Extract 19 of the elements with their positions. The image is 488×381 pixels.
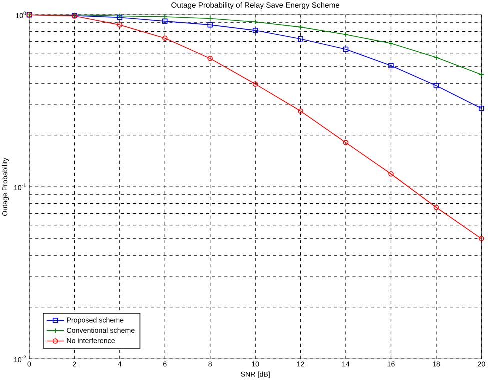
point <box>434 83 440 89</box>
point <box>162 14 168 20</box>
point <box>162 36 168 42</box>
point <box>388 172 394 177</box>
point <box>343 46 349 52</box>
point <box>208 22 213 28</box>
point <box>162 18 168 24</box>
point <box>434 55 440 60</box>
point <box>252 82 258 88</box>
point <box>252 28 258 34</box>
point <box>343 140 349 146</box>
point <box>298 108 304 114</box>
point <box>117 22 123 28</box>
point <box>252 20 258 25</box>
point <box>479 106 484 112</box>
point <box>298 36 304 42</box>
point <box>434 205 440 210</box>
point <box>388 63 394 69</box>
point <box>208 56 213 62</box>
